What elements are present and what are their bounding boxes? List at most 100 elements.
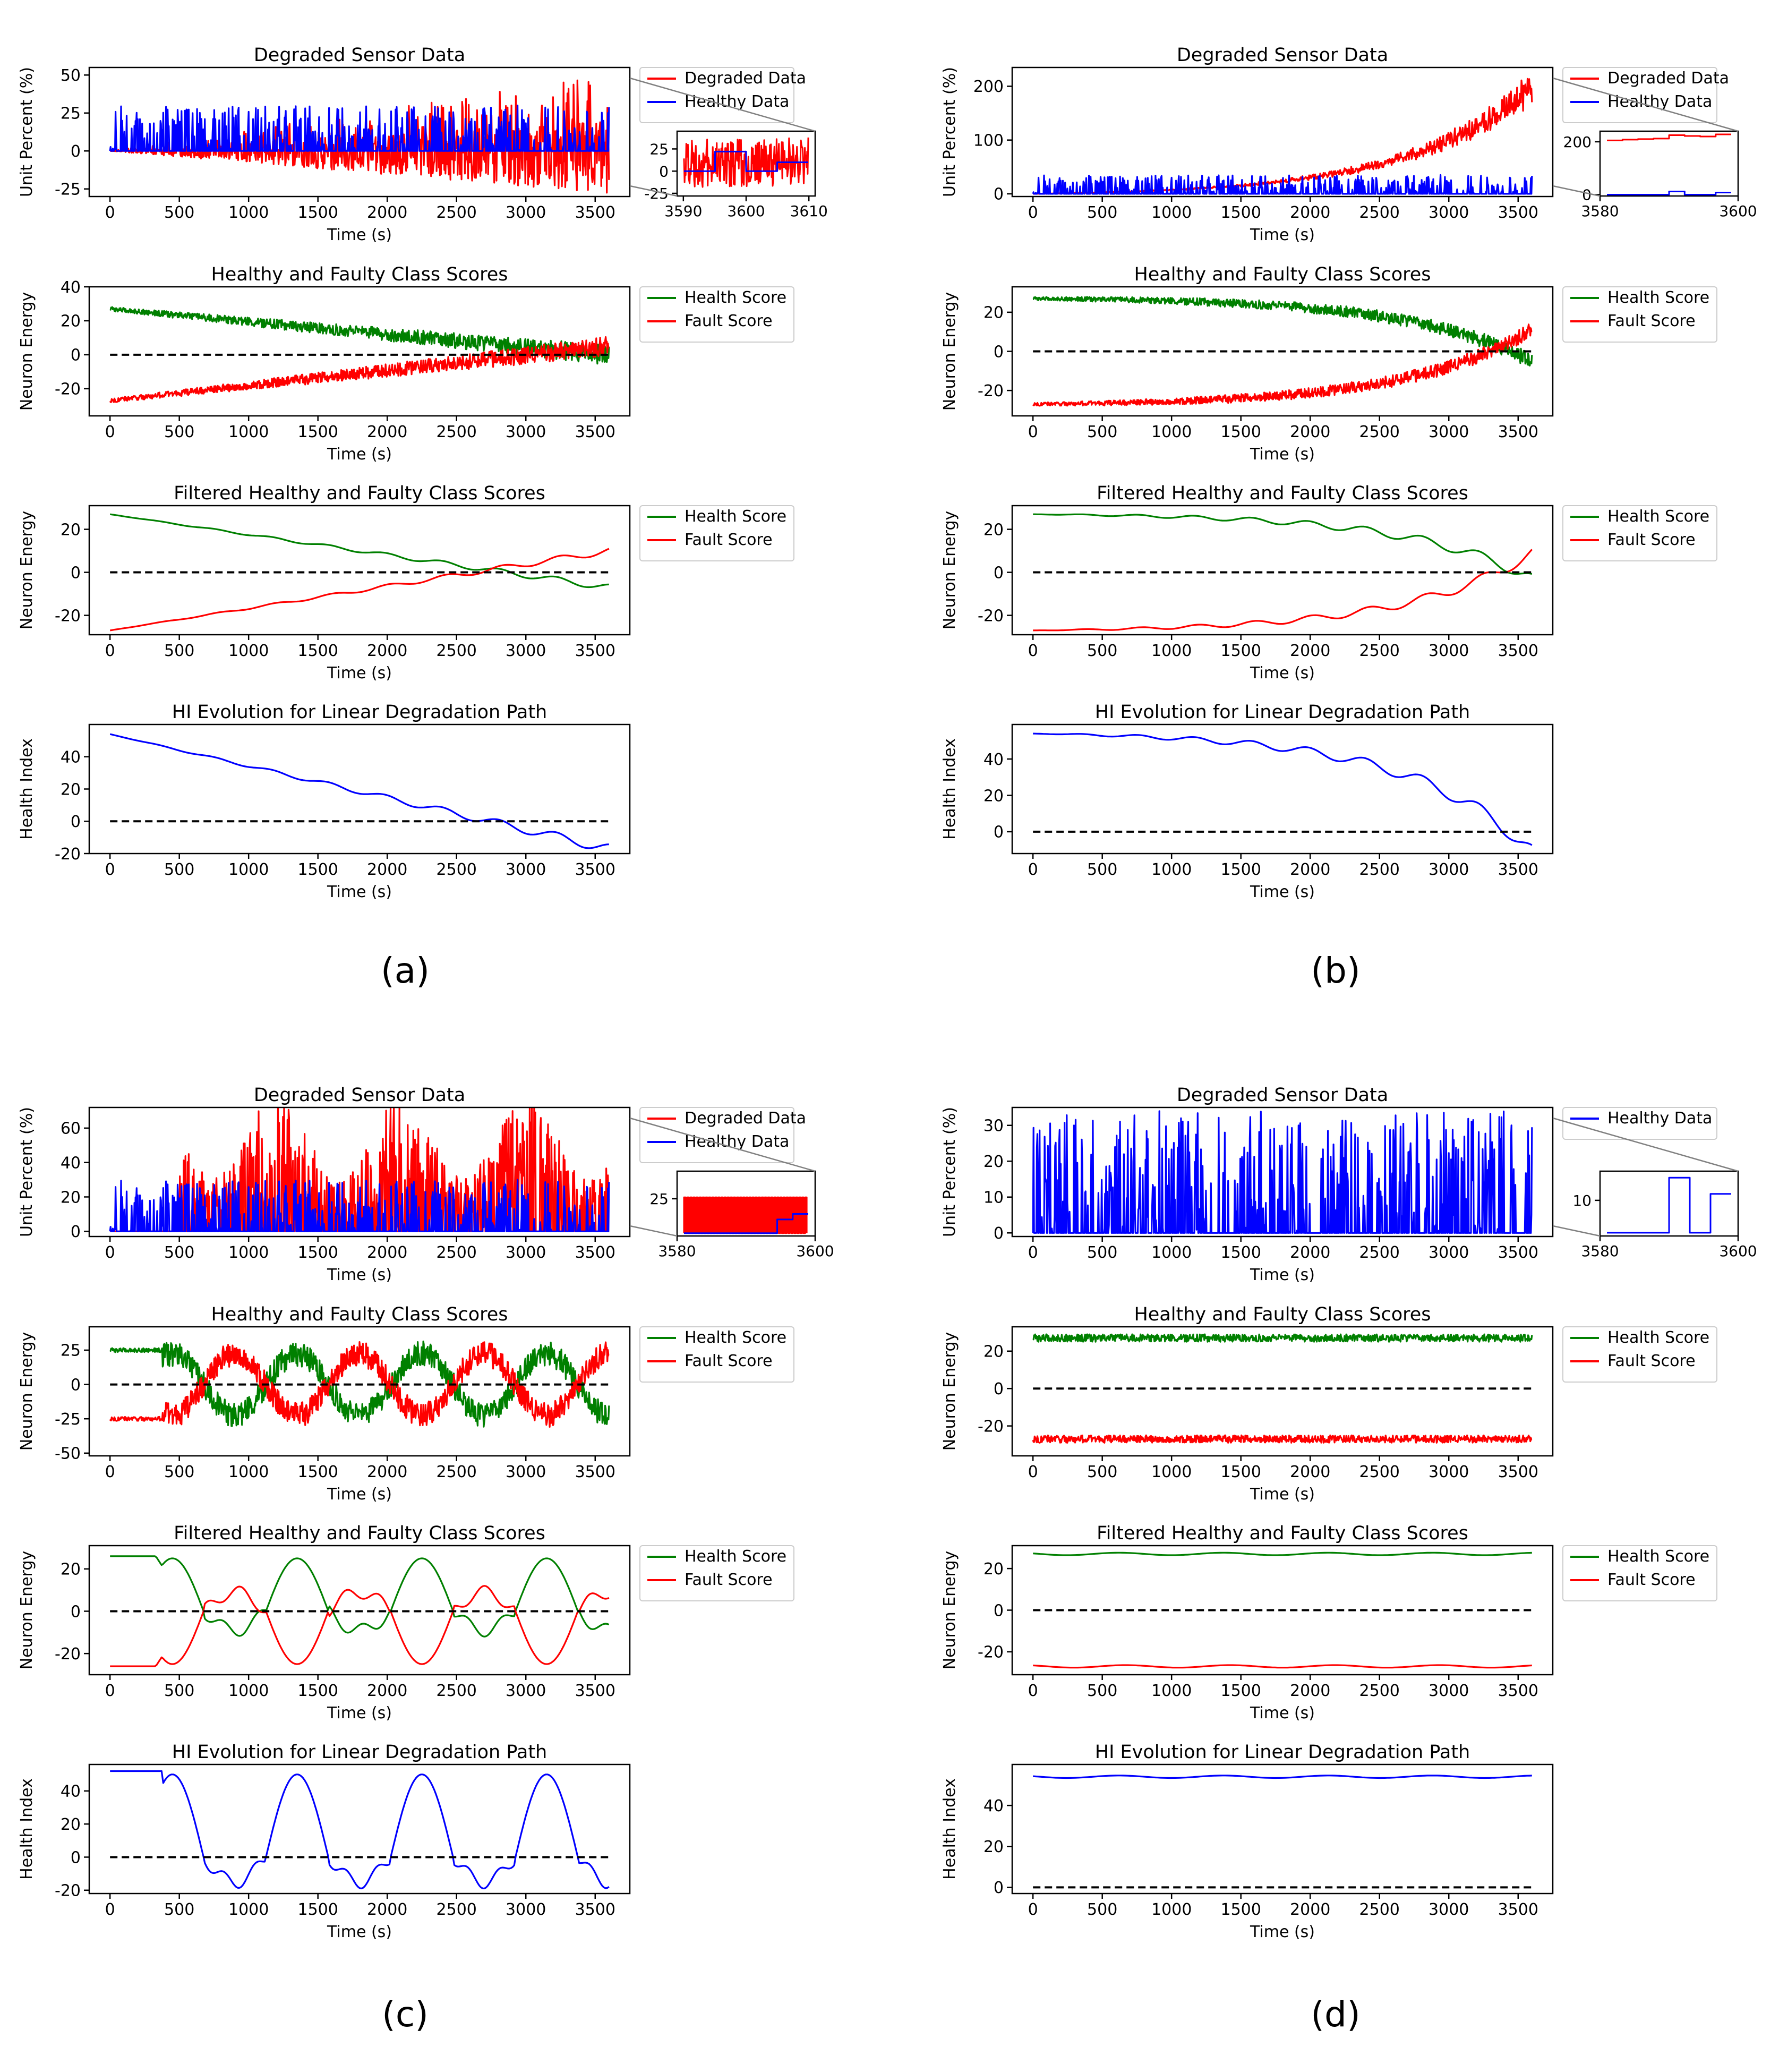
x-tick-label: 0 [105,1463,115,1481]
legend: Health Score Fault Score [639,505,794,561]
x-tick-label: 500 [164,860,194,879]
x-tick-label: 3000 [1429,1243,1469,1262]
x-tick-label: 1000 [228,860,269,879]
x-axis-label: Time (s) [327,1485,392,1504]
x-axis-label: Time (s) [327,1704,392,1723]
y-axis-label: Neuron Energy [18,1551,36,1670]
pb1-inset-plot-area [1607,133,1731,195]
legend-entry: Health Score [685,288,786,307]
y-tick-label: 40 [983,751,1004,769]
chart-title: HI Evolution for Linear Degradation Path [172,1742,548,1763]
x-tick-label: 500 [1087,203,1117,222]
x-tick-label: 500 [164,203,194,222]
chart-d-3: 0 500 1000 1500 2000 2500 3000 3500 -20 0 20 Filter… [940,1523,1717,1723]
charts-layer: 0 500 1000 1500 2000 2500 3000 3500-2502550Degr… [18,45,1757,1941]
chart-c-2: 0 500 1000 1500 2000 2500 3000 3500 -50 -25 0 25 Hea… [18,1304,794,1504]
legend-frame [639,1326,794,1383]
x-tick-label: 500 [1087,1682,1117,1700]
x-tick-label: 2000 [1290,1682,1330,1700]
y-tick-label: 20 [61,780,81,799]
legend-entry: Health Score [685,1328,786,1347]
y-tick-label: 40 [61,748,81,767]
x-tick-label: 500 [1087,642,1117,660]
y-tick-label: 40 [61,278,81,297]
legend-frame [1562,286,1717,343]
legend: Healthy Data [1562,1107,1717,1140]
pd4-frame [1011,1763,1554,1895]
y-tick-label: 0 [659,163,669,180]
x-tick-label: 1000 [1151,1900,1192,1919]
x-tick-label: 500 [164,423,194,441]
x-tick-label: 2000 [367,203,407,222]
x-tick-label: 3000 [1429,860,1469,879]
x-tick-label: 0 [105,1900,115,1919]
fault-score-line [110,1585,610,1667]
chart-b-1: 0 500 1000 1500 2000 2500 3000 35000100200Degra… [940,45,1757,244]
x-tick-label: 500 [1087,1463,1117,1481]
pa3-frame [88,505,631,636]
y-tick-label: 40 [61,1783,81,1801]
x-tick-label: 3580 [1581,1242,1619,1260]
pa4-plot-area [109,733,609,849]
pa1-frame [88,66,631,198]
pb1-frame [1011,66,1554,198]
legend-frame [1562,1326,1717,1383]
chart-title: Healthy and Faulty Class Scores [1134,1304,1431,1325]
x-axis-label: Time (s) [327,1923,392,1941]
legend-entry: Health Score [1607,288,1709,307]
y-tick-label: 30 [983,1117,1004,1136]
pc1-inset-plot-area [683,1196,808,1234]
chart-title: HI Evolution for Linear Degradation Path [172,702,548,723]
fault-score-line [1032,1434,1533,1444]
y-tick-label: 0 [71,1602,81,1621]
x-tick-label: 2500 [1359,860,1400,879]
x-tick-label: 2500 [1359,1463,1400,1481]
healthy-data-line [109,1179,610,1232]
x-axis-label: Time (s) [327,883,392,901]
y-tick-label: -25 [55,181,81,199]
x-tick-label: 1000 [228,203,269,222]
pa2-frame [88,286,631,417]
y-tick-label: 10 [1572,1192,1592,1209]
y-axis-label: Unit Percent (%) [18,67,36,197]
fault-score-line [109,1341,610,1428]
health-score-line [1032,296,1533,366]
x-tick-label: 2500 [1359,203,1400,222]
y-tick-label: 40 [61,1154,81,1172]
y-tick-label: 0 [994,1879,1004,1897]
chart-title: HI Evolution for Linear Degradation Path [1095,702,1470,723]
legend-entry: Fault Score [685,1571,773,1589]
chart-title: Filtered Healthy and Faulty Class Scores [174,1523,545,1544]
x-tick-label: 1500 [1221,1243,1261,1262]
x-tick-label: 3000 [506,1682,546,1700]
x-tick-label: 1000 [1151,860,1192,879]
x-tick-label: 1500 [1221,860,1261,879]
chart-title: HI Evolution for Linear Degradation Path [1095,1742,1470,1763]
legend-entry: Healthy Data [685,92,789,111]
x-tick-label: 3000 [1429,423,1469,441]
x-tick-label: 1000 [1151,1682,1192,1700]
x-tick-label: 2000 [1290,860,1330,879]
y-tick-label: 20 [983,1838,1004,1856]
pc1-frame [88,1106,631,1238]
x-tick-label: 2000 [367,1243,407,1262]
x-tick-label: 0 [1028,860,1038,879]
health-score-line [110,1555,610,1638]
x-axis-label: Time (s) [1250,1923,1315,1941]
pa2-plot-area [109,306,610,403]
x-tick-label: 0 [105,642,115,660]
pd2-plot-area [1032,1333,1533,1444]
y-tick-label: 40 [983,1797,1004,1815]
pb1-plot-area [1032,78,1533,195]
legend-frame [639,1107,794,1163]
pd1-inset-frame [1599,1170,1739,1237]
x-tick-label: 3000 [1429,642,1469,660]
panel-label-d: (d) [1311,1994,1360,2035]
x-tick-label: 0 [105,423,115,441]
series-line [1033,732,1533,846]
degraded-data-line [109,79,610,194]
series-line [1607,191,1731,195]
zoom-connector [629,1225,678,1237]
legend-frame [639,505,794,561]
